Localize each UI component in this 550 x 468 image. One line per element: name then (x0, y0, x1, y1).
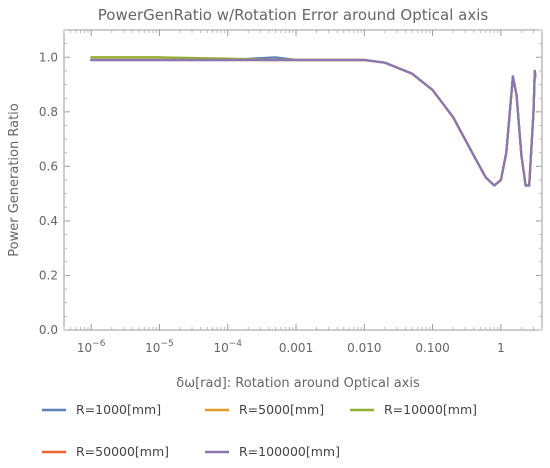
x-tick-label: 10−5 (145, 339, 174, 355)
legend-label-4: R=50000[mm] (76, 444, 169, 459)
x-tick-label: 1 (497, 341, 505, 355)
x-tick-label: 0.100 (415, 341, 449, 355)
series-line-2 (90, 56, 537, 187)
legend-label-3: R=10000[mm] (384, 402, 477, 417)
chart-title: PowerGenRatio w/Rotation Error around Op… (98, 6, 489, 24)
y-tick-label: 0.4 (39, 214, 58, 228)
y-tick-label: 0.8 (39, 105, 58, 119)
y-axis-label: Power Generation Ratio (7, 103, 22, 257)
y-tick-label: 0.6 (39, 159, 58, 173)
plot-frame (63, 29, 543, 331)
x-tick-label: 10−4 (213, 339, 242, 355)
x-tick-label: 10−6 (77, 339, 106, 355)
x-axis-ticks: 10−6 10−5 10−4 0.001 0.010 0.100 1 (63, 30, 543, 355)
y-tick-label: 1.0 (39, 50, 58, 64)
y-tick-label: 0.2 (39, 268, 58, 282)
y-tick-label: 0.0 (39, 323, 58, 337)
x-tick-label: 0.001 (279, 341, 313, 355)
y-axis-ticks: 0.0 0.2 0.4 0.6 0.8 1.0 (39, 29, 542, 337)
legend-label-1: R=1000[mm] (76, 402, 161, 417)
legend-label-5: R=100000[mm] (239, 444, 340, 459)
x-tick-label: 0.010 (347, 341, 381, 355)
legend-label-2: R=5000[mm] (239, 402, 324, 417)
x-axis-label: δω[rad]: Rotation around Optical axis (176, 376, 420, 391)
plot-frame-box (63, 29, 543, 331)
series-lines (90, 56, 537, 187)
series-line-5 (90, 58, 537, 187)
legend: R=1000[mm] R=5000[mm] R=10000[mm] R=50000[m… (42, 402, 477, 459)
series-line-4 (90, 58, 537, 187)
series-line-3 (90, 56, 537, 187)
series-line-1 (90, 56, 537, 187)
